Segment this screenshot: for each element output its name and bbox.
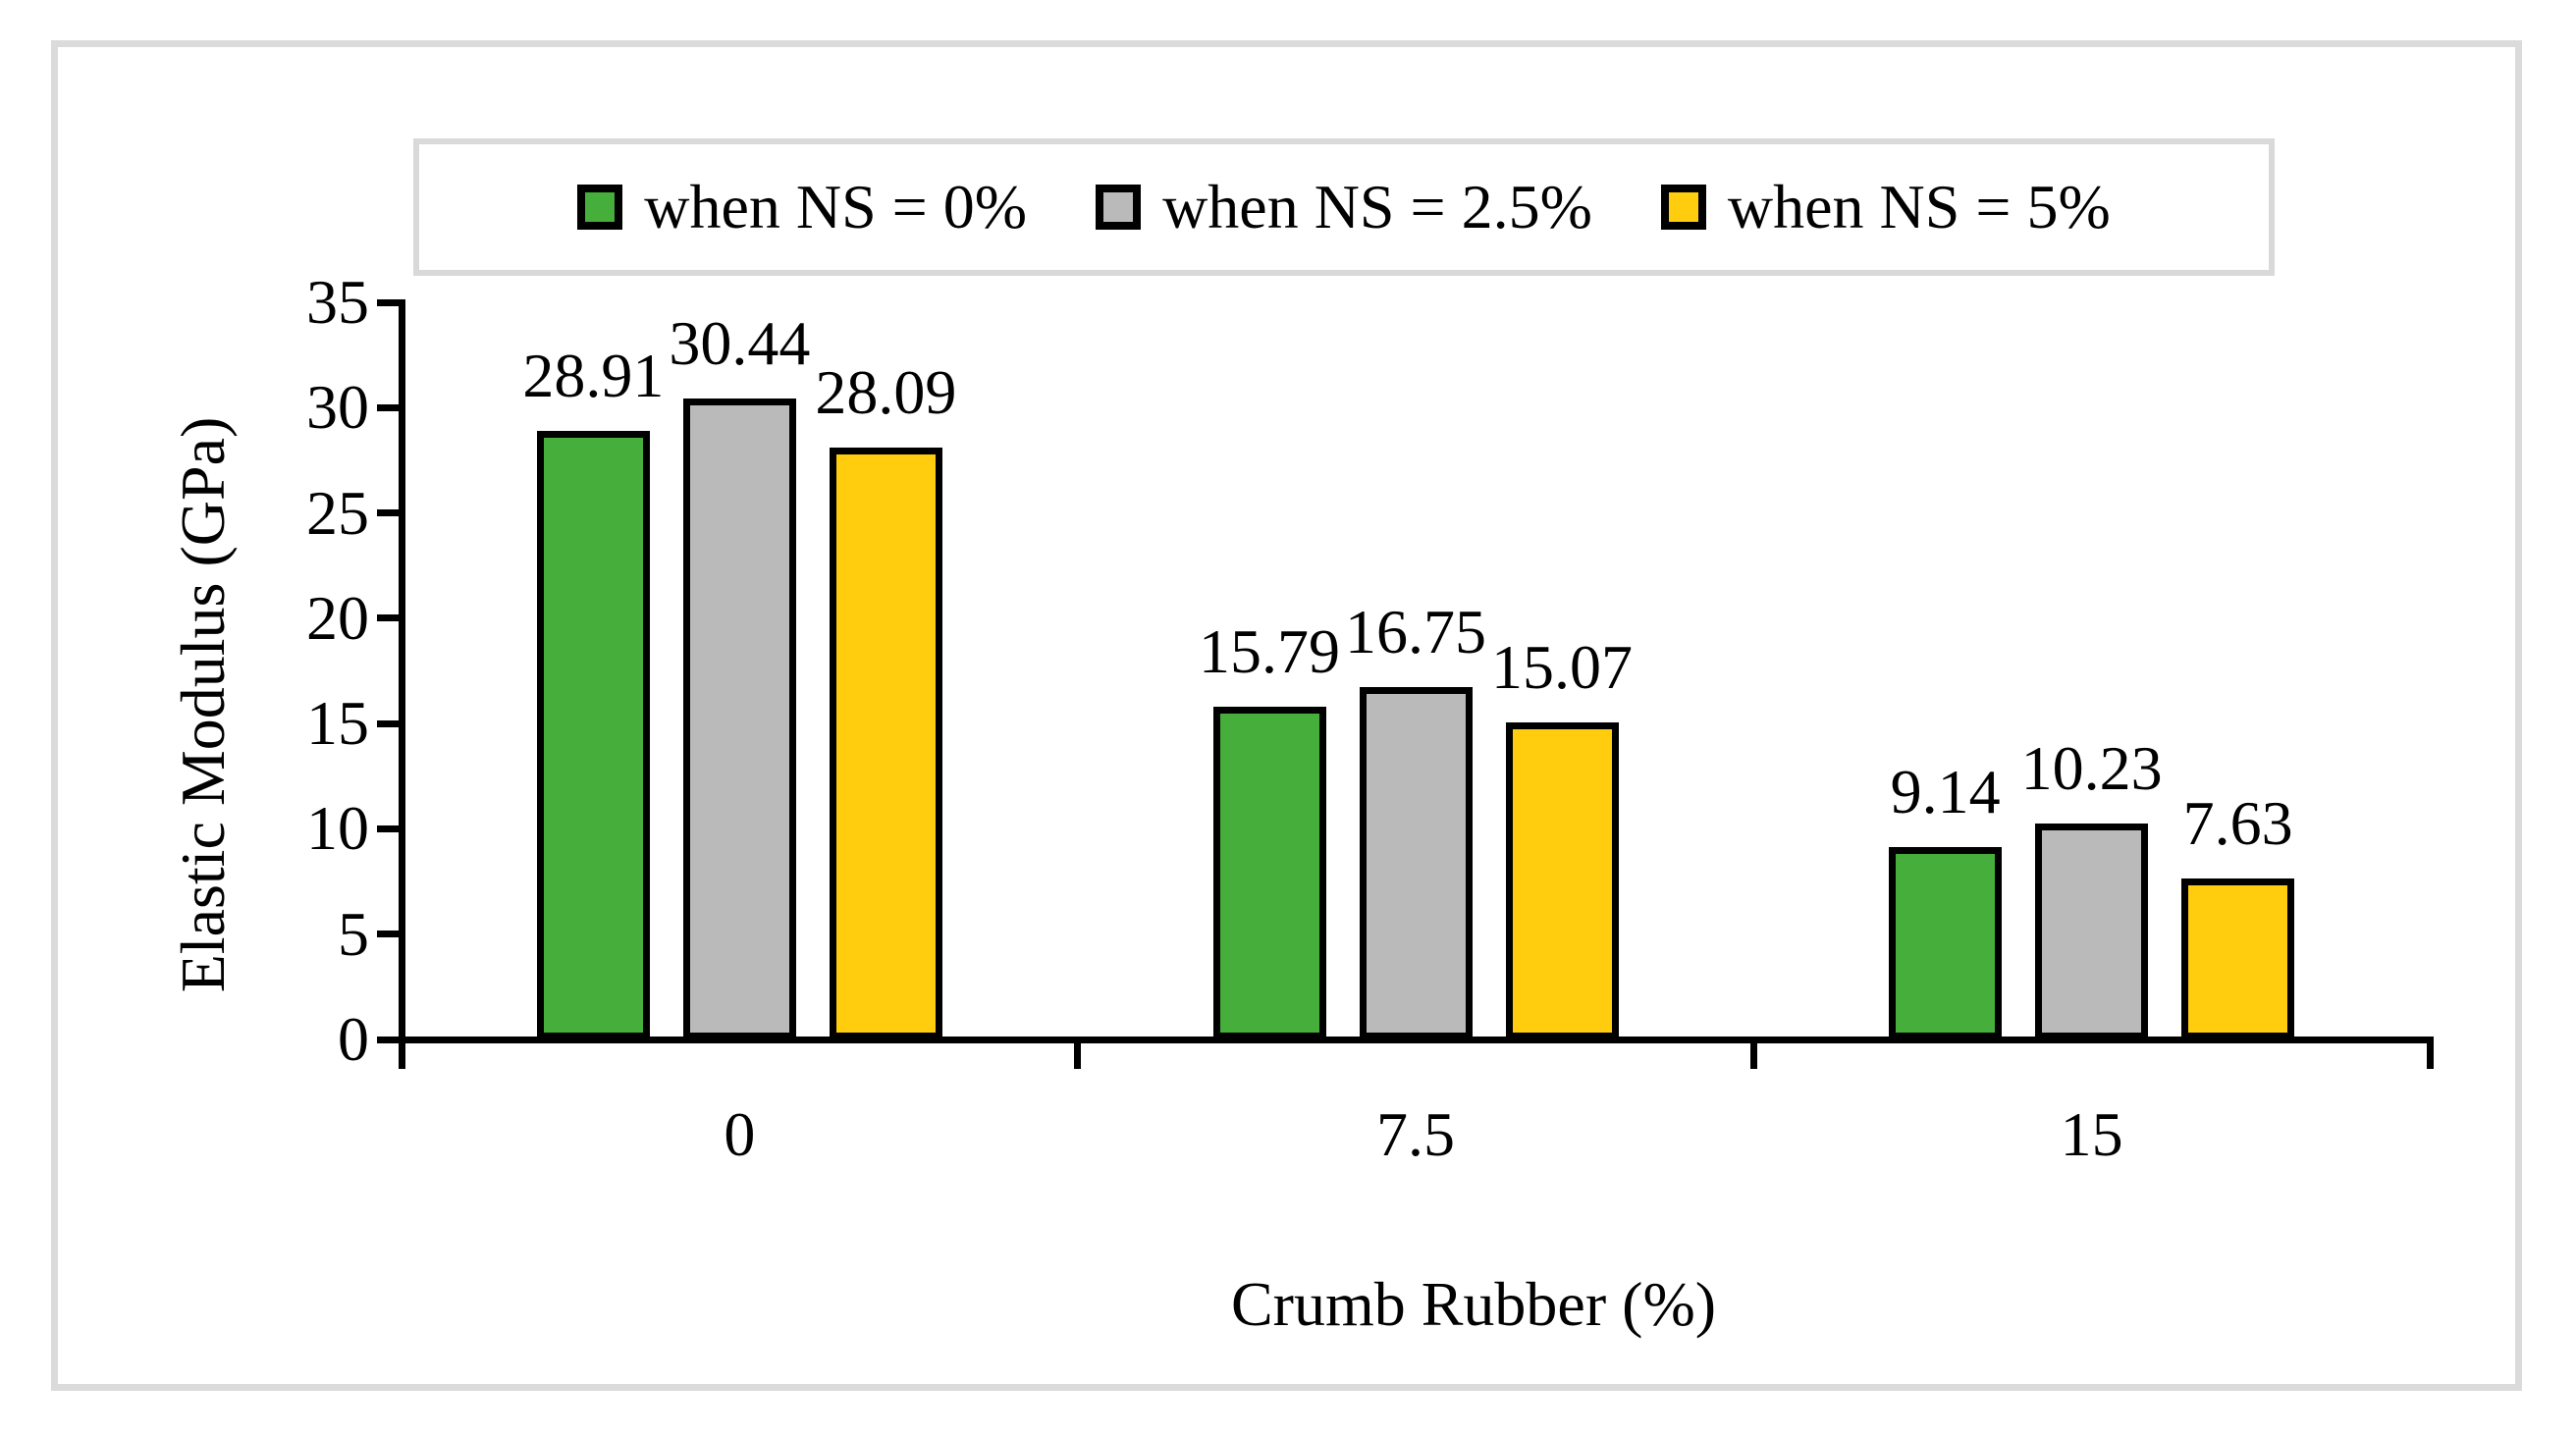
- x-tick-label: 7.5: [1375, 1099, 1455, 1169]
- x-axis-line: [398, 1036, 2434, 1043]
- legend-item: when NS = 5%: [1660, 172, 2111, 241]
- bar: [682, 398, 796, 1039]
- bar-value-label: 7.63: [2182, 788, 2293, 859]
- y-tick-label: 15: [306, 688, 369, 759]
- x-tick-label: 15: [2060, 1099, 2123, 1169]
- legend-item-label: when NS = 5%: [1727, 172, 2111, 241]
- legend: when NS = 0% when NS = 2.5% when NS = 5%: [413, 138, 2275, 276]
- y-tick-label: 20: [306, 582, 369, 653]
- legend-item: when NS = 0%: [577, 176, 1027, 239]
- legend-item-label: when NS = 0%: [644, 172, 1028, 241]
- y-tick-label: 25: [306, 477, 369, 548]
- bar-value-label: 16.75: [1345, 596, 1486, 666]
- bar-value-label: 15.79: [1199, 616, 1340, 687]
- bar: [1212, 707, 1326, 1039]
- bar: [1889, 846, 2003, 1039]
- x-axis-title: Crumb Rubber (%): [1230, 1269, 1717, 1339]
- y-tick-label: 0: [338, 1004, 369, 1074]
- y-tick: [376, 931, 399, 938]
- legend-color-swatch: [577, 185, 623, 230]
- legend-color-swatch: [1660, 185, 1706, 230]
- x-tick: [398, 1042, 405, 1069]
- bar-value-label: 28.91: [522, 340, 665, 410]
- x-tick-label: 0: [724, 1099, 756, 1169]
- legend-item-label: when NS = 2.5%: [1162, 172, 1592, 241]
- bar: [1359, 686, 1473, 1039]
- bar-value-label: 28.09: [815, 357, 957, 428]
- legend-item: when NS = 2.5%: [1096, 176, 1592, 239]
- bar-value-label: 15.07: [1491, 631, 1633, 702]
- chart-frame: when NS = 0% when NS = 2.5% when NS = 5% E…: [51, 40, 2522, 1391]
- y-axis-line: [398, 298, 405, 1043]
- bar: [1505, 721, 1619, 1039]
- y-tick: [376, 298, 399, 306]
- bar: [2181, 878, 2295, 1039]
- x-tick: [1749, 1042, 1757, 1069]
- y-tick-label: 10: [306, 793, 369, 864]
- y-tick: [376, 403, 399, 411]
- y-tick: [376, 824, 399, 832]
- y-tick-label: 35: [306, 267, 369, 337]
- bar: [2035, 824, 2149, 1039]
- y-tick-label: 5: [338, 898, 369, 969]
- legend-color-swatch: [1096, 185, 1142, 230]
- y-tick-label: 30: [306, 372, 369, 443]
- bar-value-label: 10.23: [2020, 733, 2163, 804]
- y-tick: [376, 509, 399, 517]
- bar: [829, 448, 942, 1039]
- x-tick: [2426, 1042, 2434, 1069]
- y-tick: [376, 1036, 399, 1043]
- y-tick: [376, 719, 399, 727]
- bar: [536, 430, 650, 1039]
- bar-value-label: 30.44: [669, 307, 811, 378]
- y-tick: [376, 614, 399, 622]
- bar-value-label: 9.14: [1890, 756, 2001, 826]
- x-tick: [1074, 1042, 1082, 1069]
